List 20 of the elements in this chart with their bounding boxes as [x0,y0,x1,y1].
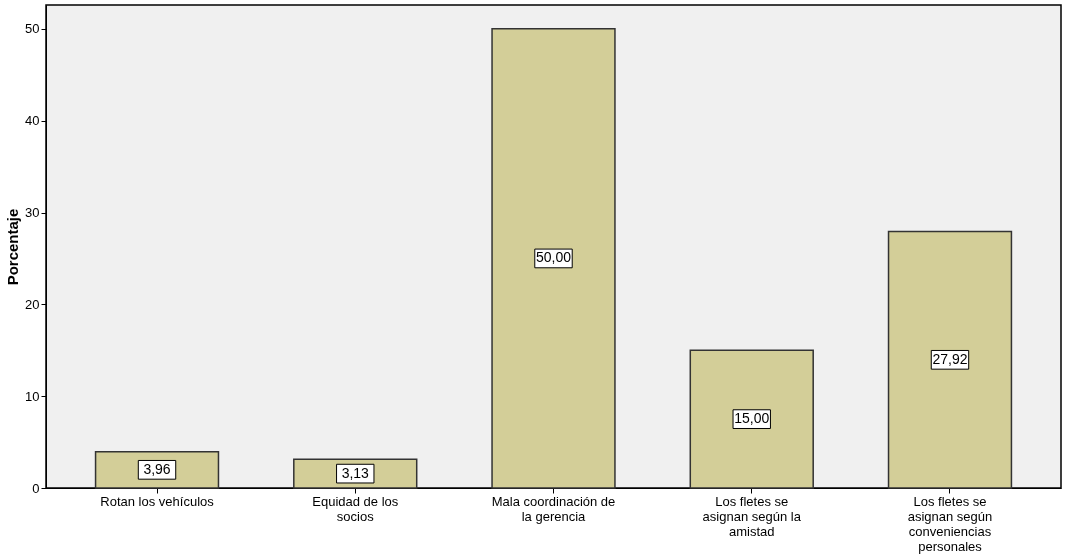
data-label: 3,13 [341,464,370,481]
data-label: 3,96 [143,460,171,477]
data-label: 50,00 [535,249,572,266]
y-tick-label: 30 [25,205,40,221]
bar [887,230,1013,489]
x-tick-label: Los fletes se asignan según conveniencias personales [907,493,993,554]
y-tick-label: 50 [25,21,40,37]
x-tick-label: Los fletes se asignan según la amistad [702,493,802,539]
x-tick-label: Rotan los vehículos [100,493,215,509]
data-label: 27,92 [932,350,968,367]
y-tick-label: 40 [25,113,40,129]
y-axis-title: Porcentaje [4,208,22,286]
bar [689,349,814,489]
data-label: 15,00 [734,410,770,427]
x-tick-label: Equidad de los socios [312,493,399,524]
x-tick-label: Mala coordinación de la gerencia [491,493,616,524]
y-tick-label: 10 [25,388,40,404]
bar [491,28,616,489]
y-tick-label: 20 [25,296,40,312]
y-tick-label: 0 [32,480,40,496]
